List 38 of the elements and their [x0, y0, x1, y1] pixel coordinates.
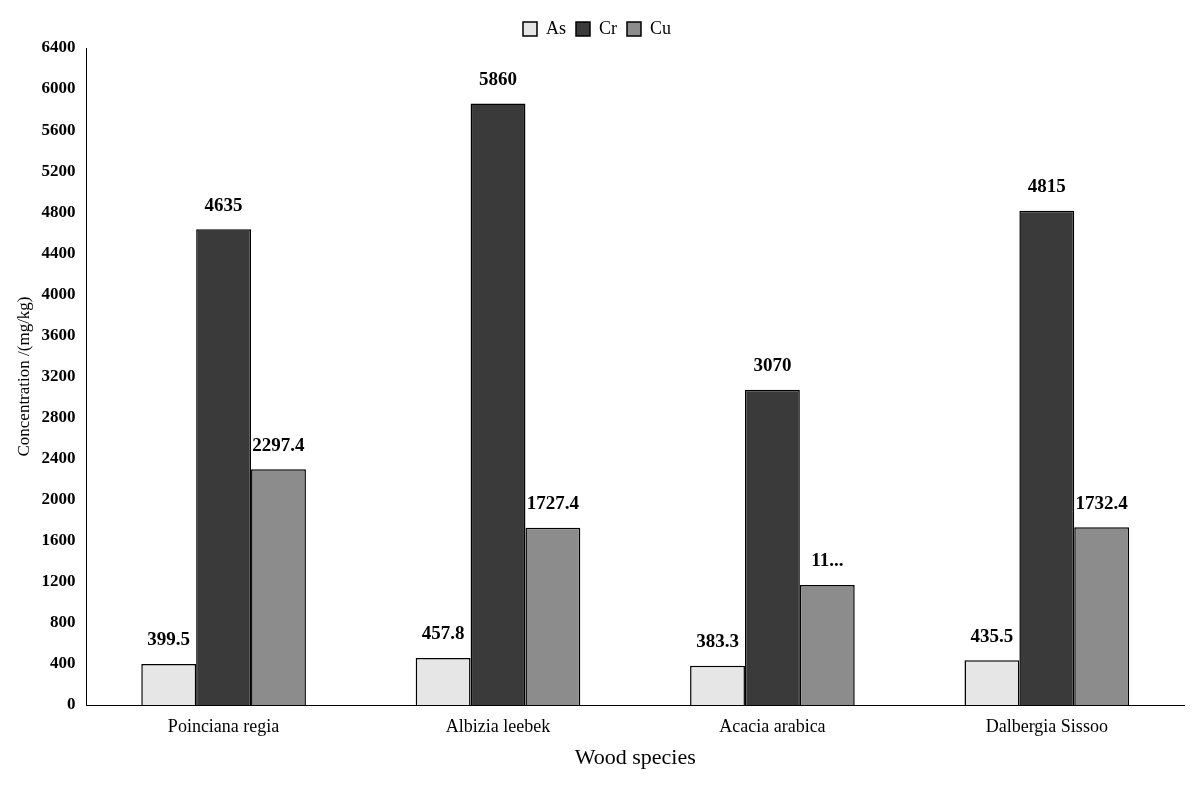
- y-tick-label: 400: [49, 653, 76, 673]
- y-tick-label: 5200: [41, 160, 76, 180]
- x-axis-title: Wood species: [574, 743, 696, 769]
- y-tick-label: 5600: [41, 119, 76, 139]
- x-tick-label: Albizia leebek: [445, 715, 551, 736]
- data-label: 457.8: [421, 622, 465, 644]
- y-tick-label: 2000: [41, 489, 76, 509]
- data-label: 1727.4: [526, 492, 580, 514]
- y-tick-label: 3600: [41, 324, 76, 344]
- x-tick-label: Acacia arabica: [719, 715, 826, 736]
- data-label: 4815: [1027, 175, 1066, 197]
- y-tick-label: 4800: [41, 201, 76, 221]
- y-tick-label: 3200: [41, 365, 76, 385]
- legend-label: Cu: [650, 17, 672, 38]
- data-label: 383.3: [696, 630, 739, 652]
- y-tick-label: 800: [49, 612, 76, 632]
- y-tick-label: 4000: [41, 283, 76, 303]
- data-label: 435.5: [970, 624, 1014, 646]
- data-label: 2297.4: [252, 433, 306, 455]
- x-tick-label: Poinciana regia: [167, 715, 280, 736]
- y-tick-label: 1600: [41, 530, 76, 550]
- y-tick-label: 1200: [41, 571, 76, 591]
- y-axis-title: Concentration /(mg/kg): [13, 296, 33, 457]
- x-tick-label: Dalbergia Sissoo: [985, 715, 1108, 736]
- y-tick-label: 2400: [41, 448, 76, 468]
- legend-label: As: [546, 17, 567, 38]
- data-label: 399.5: [147, 628, 191, 650]
- data-label: 3070: [753, 354, 792, 376]
- data-label: 11...: [811, 549, 844, 571]
- y-tick-label: 6400: [41, 37, 76, 57]
- data-label: 4635: [204, 193, 243, 215]
- y-tick-label: 4400: [41, 242, 76, 262]
- y-tick-label: 6000: [41, 78, 76, 98]
- y-tick-label: 0: [66, 694, 76, 714]
- legend-label: Cr: [599, 17, 617, 38]
- y-tick-label: 2800: [41, 406, 76, 426]
- data-label: 5860: [479, 67, 517, 89]
- data-label: 1732.4: [1075, 491, 1129, 513]
